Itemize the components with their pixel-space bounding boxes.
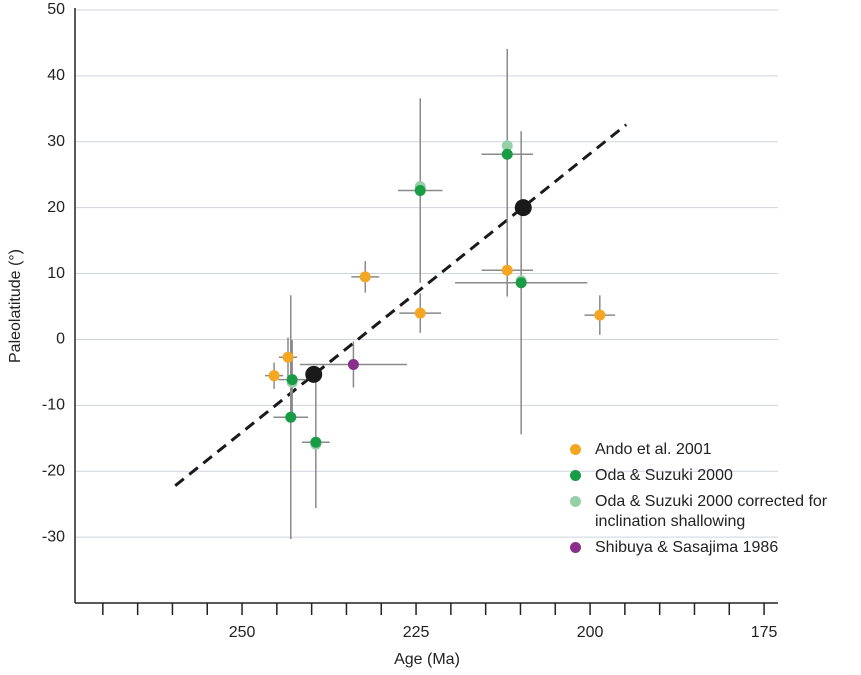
x-tick-label: 175 xyxy=(751,624,778,641)
y-tick-label: -20 xyxy=(42,462,65,479)
point xyxy=(501,140,513,152)
point xyxy=(282,351,294,363)
legend-label: Ando et al. 2001 xyxy=(595,441,712,458)
trend-line xyxy=(174,123,628,487)
y-axis-label: Paleolatitude (°) xyxy=(7,249,24,363)
point xyxy=(305,365,323,383)
y-tick-label: -10 xyxy=(42,397,65,414)
x-tick-label: 200 xyxy=(577,624,604,641)
y-tick-label: 50 xyxy=(47,1,65,18)
legend-item: Shibuya & Sasajima 1986 xyxy=(566,538,856,558)
y-tick-label: 20 xyxy=(47,199,65,216)
y-tick-label: 10 xyxy=(47,265,65,282)
legend-marker xyxy=(570,470,581,481)
point xyxy=(285,411,297,423)
legend-label: Oda & Suzuki 2000 xyxy=(595,467,733,484)
point xyxy=(514,199,532,217)
x-tick-label: 225 xyxy=(403,624,430,641)
point xyxy=(359,271,371,283)
legend: Ando et al. 2001 Oda & Suzuki 2000 Oda & S… xyxy=(566,440,856,564)
point xyxy=(286,374,298,386)
legend-marker xyxy=(570,496,581,507)
point xyxy=(347,358,359,370)
point xyxy=(268,370,280,382)
legend-item: Oda & Suzuki 2000 corrected for inclinat… xyxy=(566,492,856,532)
y-tick-label: 40 xyxy=(47,67,65,84)
point xyxy=(310,436,322,448)
legend-marker xyxy=(570,542,581,553)
point xyxy=(414,307,426,319)
point xyxy=(414,185,426,197)
x-axis-label: Age (Ma) xyxy=(394,651,460,668)
point xyxy=(594,309,606,321)
x-tick-label: 250 xyxy=(229,624,256,641)
point xyxy=(515,277,527,289)
y-tick-label: -30 xyxy=(42,528,65,545)
point xyxy=(501,264,513,276)
y-tick-label: 30 xyxy=(47,133,65,150)
legend-label: Oda & Suzuki 2000 corrected for inclinat… xyxy=(595,493,828,530)
legend-item: Ando et al. 2001 xyxy=(566,440,856,460)
legend-marker xyxy=(570,444,581,455)
point xyxy=(501,148,513,160)
legend-item: Oda & Suzuki 2000 xyxy=(566,466,856,486)
y-tick-label: 0 xyxy=(56,331,65,348)
legend-label: Shibuya & Sasajima 1986 xyxy=(595,539,779,556)
